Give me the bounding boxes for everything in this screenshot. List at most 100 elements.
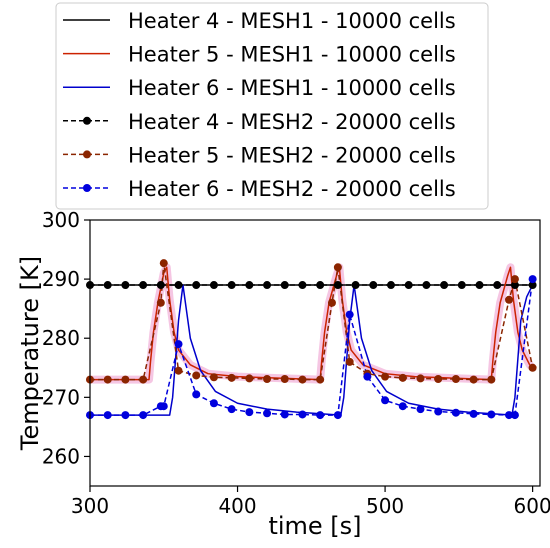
data-point <box>528 363 537 372</box>
data-point <box>457 281 466 290</box>
data-point <box>369 281 378 290</box>
legend-label: Heater 5 - MESH1 - 10000 cells <box>128 43 456 67</box>
data-point <box>227 281 236 290</box>
data-point <box>422 281 431 290</box>
data-point <box>333 411 342 420</box>
data-point <box>263 375 272 384</box>
series-line-3 <box>90 284 534 416</box>
data-point <box>316 411 325 420</box>
data-point <box>404 281 413 290</box>
data-point <box>345 357 354 366</box>
data-point <box>381 372 390 381</box>
data-point <box>174 366 183 375</box>
data-point <box>487 375 496 384</box>
data-point <box>345 310 354 319</box>
data-point <box>245 281 254 290</box>
data-point <box>227 405 236 414</box>
data-point <box>298 281 307 290</box>
data-point <box>103 411 112 420</box>
data-point <box>156 298 165 307</box>
y-tick-label: 260 <box>42 444 80 468</box>
data-point <box>159 402 168 411</box>
data-point <box>298 410 307 419</box>
data-point <box>398 402 407 411</box>
data-point <box>316 375 325 384</box>
y-axis-label: Temperature [K] <box>16 256 44 451</box>
data-point <box>416 374 425 383</box>
data-point <box>475 281 484 290</box>
data-point <box>280 281 289 290</box>
legend-marker <box>83 150 91 159</box>
data-point <box>263 409 272 418</box>
legend-label: Heater 4 - MESH2 - 20000 cells <box>128 110 456 134</box>
data-point <box>192 390 201 399</box>
data-point <box>510 281 519 290</box>
data-point <box>227 373 236 382</box>
data-point <box>192 281 201 290</box>
data-point <box>139 375 148 384</box>
data-point <box>263 281 272 290</box>
legend-marker <box>83 184 91 192</box>
data-point <box>121 411 130 420</box>
data-point <box>174 281 183 290</box>
data-point <box>245 374 254 383</box>
data-point <box>434 407 443 416</box>
data-point <box>156 281 165 290</box>
data-point <box>434 375 443 384</box>
data-point <box>528 275 537 284</box>
data-point <box>121 281 130 290</box>
data-point <box>381 396 390 405</box>
data-point <box>139 411 148 420</box>
heater-5-band <box>90 263 536 384</box>
x-axis-ticks: 300 400 500 600 <box>71 486 550 518</box>
data-point <box>245 408 254 417</box>
legend: Heater 4 - MESH1 - 10000 cells Heater 5 -… <box>55 2 489 210</box>
data-point <box>487 410 496 419</box>
legend-box <box>55 2 489 210</box>
data-point <box>209 373 218 382</box>
data-point <box>398 373 407 382</box>
data-point <box>363 372 372 381</box>
y-tick-label: 270 <box>42 385 80 409</box>
series-markers <box>86 259 537 420</box>
y-tick-label: 280 <box>42 326 80 350</box>
data-point <box>139 281 148 290</box>
data-point <box>159 259 168 268</box>
data-point <box>351 281 360 290</box>
y-axis-ticks: 260 270 280 290 300 <box>42 208 90 468</box>
data-point <box>469 375 478 384</box>
data-point <box>451 408 460 417</box>
data-point <box>505 411 514 420</box>
data-point <box>505 295 514 304</box>
x-tick-label: 400 <box>218 494 256 518</box>
data-point <box>121 375 130 384</box>
legend-label: Heater 6 - MESH1 - 10000 cells <box>128 76 456 100</box>
data-point <box>333 281 342 290</box>
data-point <box>103 281 112 290</box>
data-point <box>440 281 449 290</box>
legend-label: Heater 4 - MESH1 - 10000 cells <box>128 9 456 33</box>
data-point <box>298 375 307 384</box>
data-point <box>103 375 112 384</box>
data-point <box>451 375 460 384</box>
data-point <box>174 340 183 349</box>
data-point <box>510 275 519 284</box>
data-point <box>333 263 342 272</box>
data-point <box>510 411 519 420</box>
x-tick-label: 500 <box>366 494 404 518</box>
plot-frame <box>89 219 541 487</box>
data-point <box>493 281 502 290</box>
data-point <box>209 281 218 290</box>
trace-highlight-bands <box>90 263 536 384</box>
data-point <box>280 375 289 384</box>
data-point <box>280 410 289 419</box>
y-tick-label: 300 <box>42 208 80 232</box>
data-point <box>416 405 425 414</box>
data-point <box>316 281 325 290</box>
data-point <box>327 298 336 307</box>
data-point <box>192 371 201 380</box>
data-point <box>209 399 218 408</box>
legend-label: Heater 5 - MESH2 - 20000 cells <box>128 143 456 167</box>
legend-label: Heater 6 - MESH2 - 20000 cells <box>128 177 456 201</box>
